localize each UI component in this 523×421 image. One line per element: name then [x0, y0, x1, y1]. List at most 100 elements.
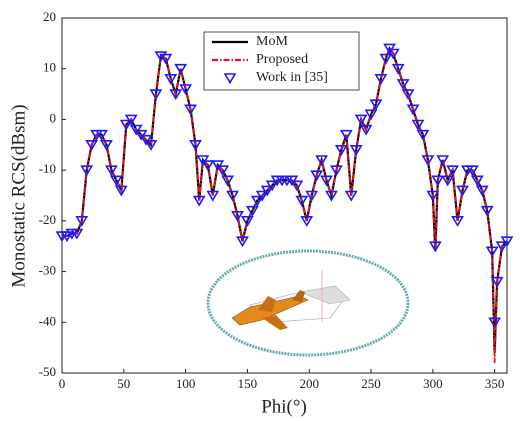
y-tick-label: 10 — [43, 60, 56, 75]
data-marker — [391, 63, 405, 75]
data-marker — [431, 175, 445, 187]
data-marker — [119, 119, 133, 131]
airplane-wing — [262, 315, 288, 330]
data-marker — [105, 165, 118, 177]
data-marker — [70, 228, 84, 240]
data-marker — [428, 241, 442, 253]
x-axis-title: Phi(°) — [261, 396, 307, 417]
data-marker — [396, 79, 410, 91]
legend-marker — [223, 73, 237, 85]
data-marker — [250, 195, 264, 207]
data-marker — [60, 231, 74, 243]
data-marker — [290, 180, 304, 192]
y-tick-label: 0 — [50, 110, 57, 125]
y-axis-title: Monostatic RCS(dBsm) — [8, 104, 29, 287]
data-marker — [359, 124, 373, 136]
legend-label: Proposed — [256, 52, 308, 67]
data-marker — [129, 124, 143, 136]
y-tick-label: -50 — [39, 364, 56, 379]
data-marker — [500, 236, 514, 248]
data-marker — [211, 160, 225, 172]
inset-plate — [298, 285, 351, 305]
data-marker — [344, 190, 358, 202]
data-marker — [320, 175, 333, 187]
inset-image — [206, 249, 410, 357]
data-marker — [95, 129, 108, 141]
x-tick-label: 150 — [238, 376, 258, 391]
data-marker — [109, 175, 123, 187]
data-marker — [201, 160, 215, 172]
data-marker — [305, 190, 319, 202]
data-marker — [451, 216, 464, 227]
data-marker — [386, 48, 400, 60]
data-marker — [206, 190, 220, 202]
data-marker — [216, 165, 230, 177]
data-marker — [184, 104, 197, 116]
data-marker — [495, 241, 509, 253]
data-marker — [446, 165, 460, 177]
data-marker — [383, 43, 396, 55]
data-marker — [315, 155, 328, 167]
data-marker — [159, 53, 173, 65]
data-marker — [488, 317, 502, 329]
data-marker — [436, 155, 450, 167]
x-tick-label: 350 — [485, 376, 505, 391]
data-marker — [189, 139, 202, 151]
data-marker — [411, 119, 425, 131]
data-marker — [421, 155, 435, 167]
legend-label: Work in [35] — [256, 70, 328, 85]
data-marker — [80, 165, 94, 177]
airplane-tail — [292, 290, 305, 302]
data-marker — [192, 195, 206, 207]
data-marker — [265, 180, 279, 192]
x-tick-label: 250 — [361, 376, 381, 391]
data-marker — [221, 175, 235, 187]
data-marker — [231, 210, 244, 222]
x-tick-label: 0 — [59, 376, 66, 391]
data-marker — [416, 129, 430, 141]
data-marker — [475, 185, 489, 197]
airplane-wing — [258, 296, 276, 312]
data-marker — [169, 89, 183, 101]
x-tick-label: 50 — [117, 376, 130, 391]
data-marker — [245, 205, 259, 217]
data-marker — [300, 216, 314, 227]
x-tick-label: 300 — [423, 376, 443, 391]
data-marker — [75, 216, 89, 227]
data-marker — [325, 190, 338, 202]
data-marker — [456, 185, 469, 197]
data-marker — [465, 165, 479, 177]
y-tick-label: -40 — [39, 313, 56, 328]
y-tick-label: 20 — [43, 9, 56, 24]
data-marker — [369, 99, 383, 111]
data-marker — [310, 170, 324, 182]
data-marker — [406, 104, 420, 116]
data-marker — [285, 175, 299, 187]
data-marker — [339, 129, 353, 141]
data-marker — [349, 145, 363, 156]
data-marker — [179, 84, 193, 96]
data-marker — [144, 139, 158, 151]
data-marker — [441, 175, 455, 187]
data-marker — [164, 74, 178, 85]
legend-label: MoM — [256, 34, 288, 49]
y-tick-label: -30 — [39, 263, 56, 278]
y-tick-label: -10 — [39, 161, 56, 176]
data-marker — [490, 276, 504, 288]
data-marker — [379, 53, 393, 65]
data-marker — [470, 175, 484, 187]
x-tick-label: 100 — [176, 376, 196, 391]
data-marker — [236, 236, 249, 248]
data-marker — [124, 114, 138, 126]
data-marker — [154, 51, 168, 63]
data-marker — [139, 134, 153, 146]
data-marker — [295, 195, 309, 207]
data-marker — [196, 155, 210, 167]
inset-ellipse — [206, 249, 410, 357]
data-marker — [260, 185, 274, 197]
data-marker — [480, 205, 494, 217]
data-marker — [114, 185, 128, 197]
data-marker — [174, 63, 188, 75]
data-marker — [354, 114, 368, 126]
